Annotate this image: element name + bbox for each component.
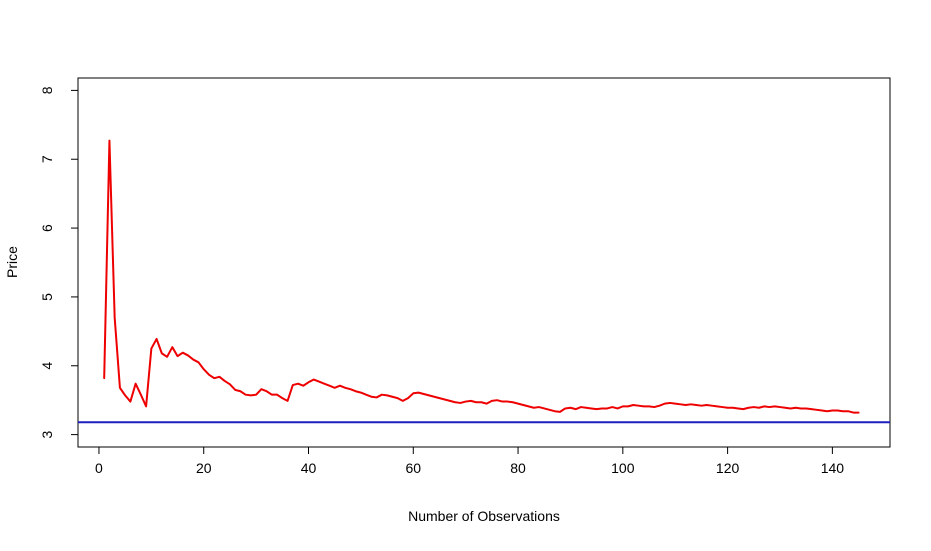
x-tick-label: 100 — [611, 460, 635, 476]
x-tick-label: 0 — [95, 460, 103, 476]
price-series-line — [103, 139, 860, 414]
x-tick-label: 120 — [716, 460, 740, 476]
series-group — [103, 139, 860, 414]
x-tick-label: 140 — [821, 460, 845, 476]
x-tick-label: 20 — [196, 460, 212, 476]
y-tick-label: 6 — [39, 224, 55, 232]
y-tick-label: 4 — [39, 362, 55, 370]
y-tick-label: 8 — [39, 86, 55, 94]
y-tick-label: 3 — [39, 431, 55, 439]
y-tick-label: 5 — [39, 293, 55, 301]
x-tick-label: 60 — [405, 460, 421, 476]
x-tick-label: 80 — [510, 460, 526, 476]
y-axis: 3 4 5 6 7 8 — [39, 86, 79, 439]
y-axis-label: Price — [4, 246, 20, 278]
x-axis-label: Number of Observations — [408, 508, 560, 524]
plot-frame — [77, 77, 891, 448]
y-tick-label: 7 — [39, 155, 55, 163]
x-axis: 0 20 40 60 80 100 120 140 — [95, 446, 845, 476]
x-tick-label: 40 — [301, 460, 317, 476]
